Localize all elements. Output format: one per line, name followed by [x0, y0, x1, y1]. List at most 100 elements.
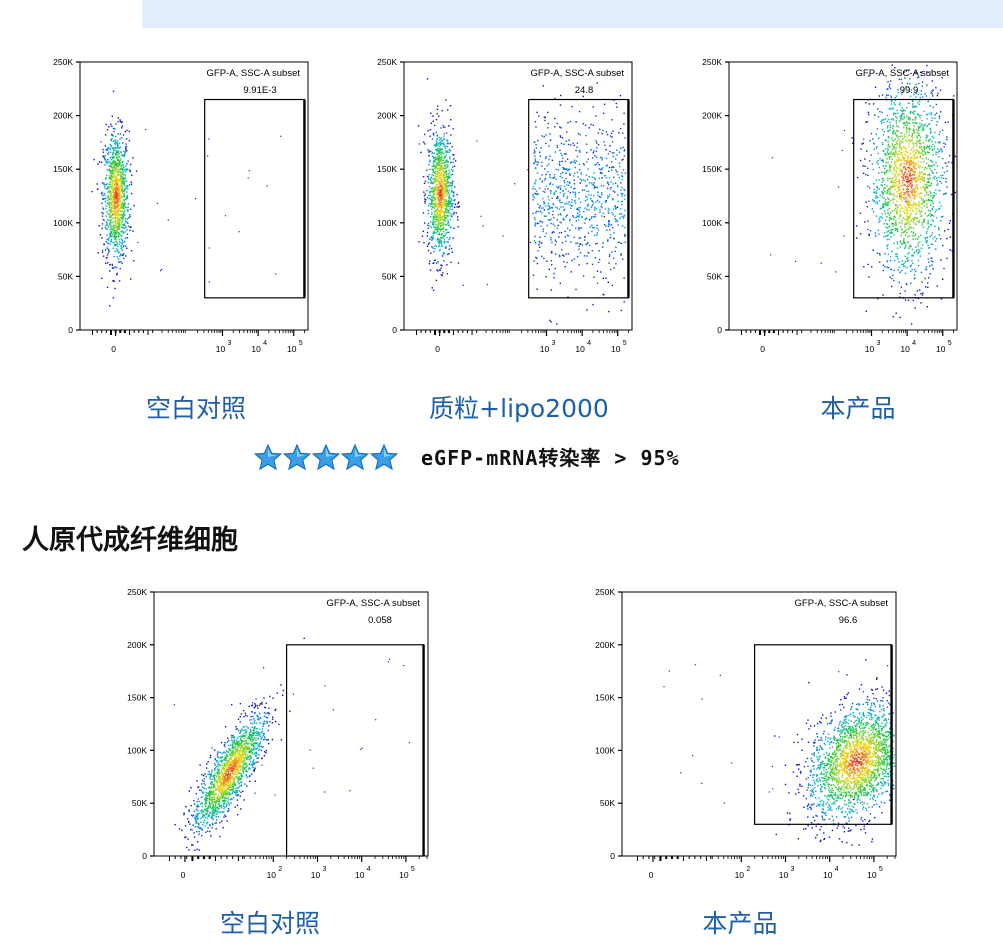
- gate-name-label: GFP-A, SSC-A subset: [327, 598, 421, 609]
- x-tick-exponent: 4: [587, 340, 591, 347]
- x-tick-exponent: 4: [263, 340, 267, 347]
- y-tick-label: 100K: [377, 218, 397, 228]
- flow-plot-blank-control-1: 250K 200K 150K 100K 50K 0 0 10 3 10 4 10 5 GFP-A, SSC…: [44, 56, 314, 381]
- plot-caption: 本产品: [702, 909, 778, 938]
- x-tick-label: 10: [267, 870, 277, 880]
- x-tick-exponent: 5: [299, 340, 303, 347]
- x-tick-exponent: 5: [411, 866, 415, 873]
- x-tick-label: 0: [181, 870, 186, 880]
- y-tick-label: 50K: [600, 798, 615, 808]
- cell-dots: [173, 637, 410, 851]
- x-tick-exponent: 4: [835, 866, 839, 873]
- y-tick-label: 0: [717, 325, 722, 335]
- x-tick-label: 0: [111, 344, 116, 354]
- x-tick-label: 10: [779, 870, 789, 880]
- transfection-rate-text: eGFP-mRNA转染率 > 95%: [421, 446, 680, 470]
- y-tick-label: 250K: [702, 57, 722, 67]
- y-tick-label: 200K: [702, 111, 722, 121]
- x-tick-exponent: 3: [228, 340, 232, 347]
- y-tick-label: 100K: [127, 745, 147, 755]
- y-tick-label: 0: [68, 325, 73, 335]
- x-tick-label: 10: [216, 344, 226, 354]
- x-tick-label: 0: [760, 344, 765, 354]
- y-tick-label: 0: [392, 325, 397, 335]
- y-tick-label: 100K: [53, 218, 73, 228]
- y-tick-label: 50K: [132, 798, 147, 808]
- x-tick-label: 0: [649, 870, 654, 880]
- plot-caption: 空白对照: [145, 394, 246, 423]
- y-tick-label: 150K: [702, 164, 722, 174]
- x-tick-exponent: 3: [323, 866, 327, 873]
- x-tick-exponent: 4: [367, 866, 371, 873]
- x-tick-label: 10: [575, 344, 585, 354]
- x-tick-label: 10: [311, 870, 321, 880]
- gate-value-label: 96.6: [839, 615, 858, 626]
- y-tick-label: 150K: [595, 693, 615, 703]
- star-rating: [254, 443, 399, 470]
- gate-name-label: GFP-A, SSC-A subset: [531, 68, 625, 79]
- header-banner: [142, 0, 1003, 28]
- y-tick-label: 250K: [53, 57, 73, 67]
- plot-frame: [153, 591, 429, 857]
- y-tick-label: 0: [610, 851, 615, 861]
- y-tick-label: 250K: [377, 57, 397, 67]
- y-tick-label: 200K: [377, 111, 397, 121]
- section-title: 人原代成纤维细胞: [22, 525, 238, 556]
- x-tick-exponent: 3: [791, 866, 795, 873]
- x-tick-label: 10: [867, 870, 877, 880]
- y-tick-label: 200K: [595, 640, 615, 650]
- x-tick-label: 10: [936, 344, 946, 354]
- x-tick-exponent: 3: [877, 340, 881, 347]
- x-tick-label: 10: [399, 870, 409, 880]
- gate-value-label: 0.058: [368, 615, 392, 626]
- x-tick-label: 10: [355, 870, 365, 880]
- plot-caption: 空白对照: [219, 909, 320, 938]
- gate-name-label: GFP-A, SSC-A subset: [207, 68, 301, 79]
- y-tick-label: 150K: [53, 164, 73, 174]
- x-tick-exponent: 2: [746, 866, 750, 873]
- x-tick-label: 10: [900, 344, 910, 354]
- y-tick-label: 100K: [702, 218, 722, 228]
- cell-dots: [417, 78, 627, 325]
- star-icon: [283, 443, 311, 470]
- x-tick-exponent: 5: [623, 340, 627, 347]
- cell-dots: [91, 90, 282, 307]
- cell-dots: [663, 659, 896, 846]
- star-icon: [312, 443, 340, 470]
- x-tick-exponent: 3: [552, 340, 556, 347]
- y-tick-label: 100K: [595, 745, 615, 755]
- x-tick-label: 0: [435, 344, 440, 354]
- x-tick-label: 10: [287, 344, 297, 354]
- x-tick-label: 10: [251, 344, 261, 354]
- y-tick-label: 250K: [595, 587, 615, 597]
- y-tick-label: 50K: [707, 271, 722, 281]
- x-tick-label: 10: [540, 344, 550, 354]
- y-tick-label: 150K: [377, 164, 397, 174]
- y-tick-label: 50K: [58, 271, 73, 281]
- gate-value-label: 99.9: [900, 85, 919, 96]
- star-icon: [370, 443, 398, 470]
- y-tick-label: 200K: [127, 640, 147, 650]
- plot-caption: 本产品: [820, 394, 896, 423]
- x-tick-label: 10: [735, 870, 745, 880]
- x-tick-exponent: 2: [278, 866, 282, 873]
- x-tick-exponent: 5: [948, 340, 952, 347]
- plot-frame: [728, 61, 958, 331]
- flow-plot-product-2: 250K 200K 150K 100K 50K 0 0 10 2 10 3 10 4 10 5 GFP-A, …: [572, 586, 908, 886]
- plot-frame: [621, 591, 897, 857]
- flow-plot-blank-control-2: 250K 200K 150K 100K 50K 0 0 10 2 10 3 10 4 10 5 GFP-A, …: [104, 586, 440, 886]
- rating-row: eGFP-mRNA转染率 > 95%: [254, 442, 680, 471]
- y-tick-label: 150K: [127, 693, 147, 703]
- y-tick-label: 250K: [127, 587, 147, 597]
- x-tick-label: 10: [823, 870, 833, 880]
- flow-plot-product-1: 250K 200K 150K 100K 50K 0 0 10 3 10 4 10 5 GFP-A, SSC…: [693, 56, 963, 381]
- x-tick-label: 10: [865, 344, 875, 354]
- y-tick-label: 200K: [53, 111, 73, 121]
- x-tick-exponent: 5: [879, 866, 883, 873]
- x-tick-exponent: 4: [912, 340, 916, 347]
